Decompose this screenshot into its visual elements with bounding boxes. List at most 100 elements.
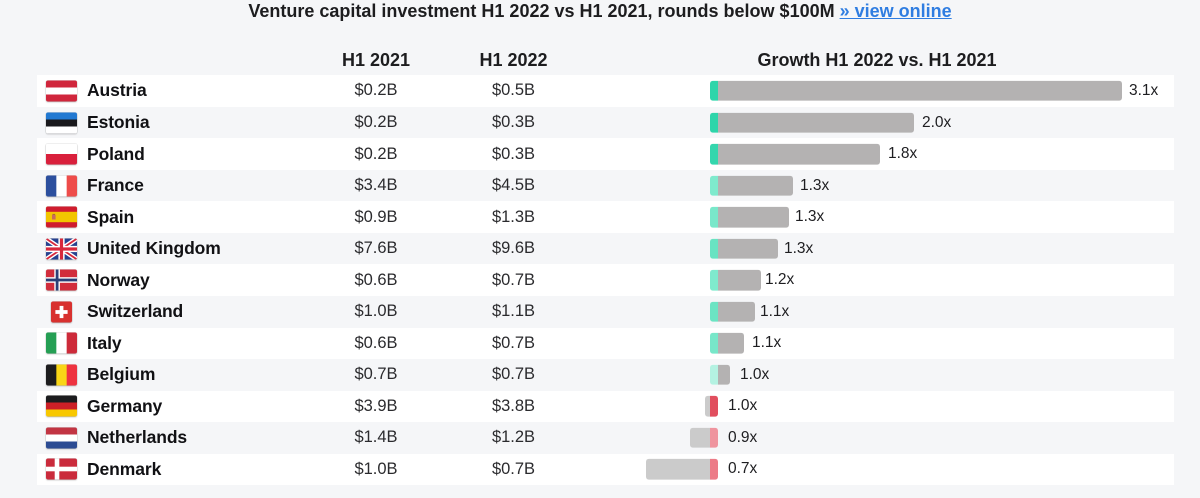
value-h1-2022: $1.2B bbox=[491, 428, 536, 447]
growth-bar bbox=[710, 238, 778, 259]
growth-bar-fill bbox=[718, 80, 1122, 102]
flag-belgium-icon bbox=[45, 364, 77, 386]
growth-bar-fill bbox=[718, 206, 789, 228]
growth-value-label: 1.1x bbox=[760, 302, 790, 320]
value-h1-2022: $0.5B bbox=[491, 81, 536, 100]
value-h1-2021: $3.9B bbox=[354, 396, 398, 415]
value-h1-2022: $9.6B bbox=[491, 239, 536, 258]
growth-up-teal-cap bbox=[710, 206, 718, 228]
growth-bar-fill bbox=[718, 333, 744, 354]
flag-poland-icon bbox=[45, 143, 77, 165]
growth-bar bbox=[690, 427, 718, 449]
value-h1-2021: $0.6B bbox=[354, 270, 398, 289]
table-row-belgium: Belgium $0.7B $0.7B 1.0x bbox=[37, 359, 1174, 391]
value-h1-2021: $3.4B bbox=[354, 176, 398, 195]
flag-denmark-icon bbox=[45, 458, 77, 480]
growth-bar bbox=[710, 143, 880, 165]
value-h1-2022: $1.1B bbox=[491, 302, 536, 321]
growth-bar bbox=[710, 301, 755, 323]
growth-up-teal-cap bbox=[710, 238, 718, 259]
growth-up-teal-cap bbox=[710, 143, 718, 165]
flag-switzerland-icon bbox=[46, 301, 77, 323]
view-online-link[interactable]: » view online bbox=[839, 1, 952, 21]
flag-norway-icon bbox=[45, 269, 77, 291]
table-row-poland: Poland $0.2B $0.3B 1.8x bbox=[37, 138, 1174, 170]
table-row-norway: Norway $0.6B $0.7B 1.2x bbox=[37, 264, 1174, 297]
value-h1-2021: $0.7B bbox=[354, 365, 398, 384]
value-h1-2022: $1.3B bbox=[491, 207, 536, 226]
growth-bar-fill bbox=[718, 175, 793, 196]
growth-bar bbox=[710, 112, 914, 133]
growth-bar bbox=[710, 206, 789, 228]
column-header-h1-2022: H1 2022 bbox=[479, 50, 548, 70]
value-h1-2022: $0.3B bbox=[491, 144, 536, 163]
table-row-united-kingdom: United Kingdom $7.6B $9.6B 1.3x bbox=[37, 233, 1174, 265]
growth-bar-fill bbox=[718, 269, 761, 291]
value-h1-2022: $3.8B bbox=[491, 396, 536, 415]
table-row-switzerland: Switzerland $1.0B $1.1B 1.1x bbox=[37, 296, 1174, 328]
table-row-netherlands: Netherlands $1.4B $1.2B 0.9x bbox=[37, 422, 1174, 454]
growth-value-label: 1.1x bbox=[752, 334, 782, 352]
flag-austria-icon bbox=[45, 80, 77, 102]
growth-bar bbox=[710, 269, 761, 291]
value-h1-2022: $4.5B bbox=[491, 176, 536, 195]
table-row-france: France $3.4B $4.5B 1.3x bbox=[37, 170, 1174, 202]
value-h1-2021: $7.6B bbox=[354, 239, 398, 258]
growth-value-label: 3.1x bbox=[1129, 81, 1159, 99]
growth-value-label: 0.7x bbox=[728, 460, 758, 478]
value-h1-2021: $0.2B bbox=[354, 81, 398, 100]
growth-bar-fill bbox=[718, 238, 778, 259]
country-label: Poland bbox=[87, 143, 145, 164]
country-label: Norway bbox=[87, 269, 150, 290]
growth-value-label: 1.2x bbox=[765, 271, 795, 289]
page-title: Venture capital investment H1 2022 vs H1… bbox=[0, 1, 1200, 22]
country-label: United Kingdom bbox=[87, 238, 221, 259]
country-label: Estonia bbox=[87, 112, 150, 133]
country-label: Belgium bbox=[87, 364, 156, 385]
growth-down-red-cap bbox=[710, 396, 718, 417]
value-h1-2021: $1.4B bbox=[354, 428, 398, 447]
growth-bar bbox=[710, 333, 744, 354]
growth-bar bbox=[710, 80, 1122, 102]
flag-united-kingdom-icon bbox=[45, 238, 77, 260]
table-row-spain: Spain $0.9B $1.3B 1.3x bbox=[37, 201, 1174, 233]
growth-value-label: 0.9x bbox=[728, 428, 758, 446]
growth-bar-fill bbox=[690, 427, 710, 449]
growth-bar-fill bbox=[704, 396, 710, 417]
table-row-estonia: Estonia $0.2B $0.3B 2.0x bbox=[37, 107, 1174, 139]
country-label: Netherlands bbox=[87, 427, 188, 448]
growth-value-label: 1.0x bbox=[740, 365, 770, 383]
growth-bar bbox=[646, 459, 718, 480]
flag-netherlands-icon bbox=[45, 427, 77, 449]
flag-italy-icon bbox=[45, 332, 77, 354]
flag-spain-icon bbox=[45, 206, 77, 228]
value-h1-2021: $0.2B bbox=[354, 144, 398, 163]
growth-up-teal-cap bbox=[710, 301, 718, 323]
flag-estonia-icon bbox=[45, 112, 77, 134]
value-h1-2021: $0.2B bbox=[354, 113, 398, 132]
growth-up-teal-cap bbox=[710, 333, 718, 354]
growth-bar-fill bbox=[718, 364, 730, 386]
flag-france-icon bbox=[45, 175, 77, 197]
table-row-austria: Austria $0.2B $0.5B 3.1x bbox=[37, 75, 1174, 107]
growth-value-label: 1.3x bbox=[800, 176, 830, 194]
value-h1-2022: $0.7B bbox=[491, 270, 536, 289]
growth-up-teal-cap bbox=[710, 175, 718, 196]
growth-up-teal-cap bbox=[710, 80, 718, 102]
growth-bar bbox=[704, 396, 718, 417]
growth-up-teal-cap bbox=[710, 364, 718, 386]
country-label: Switzerland bbox=[87, 301, 184, 322]
page-title-text: Venture capital investment H1 2022 vs H1… bbox=[248, 1, 835, 21]
growth-value-label: 1.3x bbox=[784, 239, 814, 257]
value-h1-2021: $0.6B bbox=[354, 333, 398, 352]
growth-bar-fill bbox=[718, 301, 755, 323]
table-row-denmark: Denmark $1.0B $0.7B 0.7x bbox=[37, 453, 1174, 486]
column-header-h1-2021: H1 2021 bbox=[341, 50, 411, 70]
value-h1-2022: $0.7B bbox=[491, 333, 536, 352]
table-row-germany: Germany $3.9B $3.8B 1.0x bbox=[37, 390, 1174, 423]
value-h1-2022: $0.7B bbox=[491, 365, 536, 384]
column-header-growth: Growth H1 2022 vs. H1 2021 bbox=[757, 50, 997, 70]
country-label: Italy bbox=[87, 332, 122, 353]
growth-up-teal-cap bbox=[710, 112, 718, 133]
value-h1-2021: $0.9B bbox=[354, 207, 398, 226]
